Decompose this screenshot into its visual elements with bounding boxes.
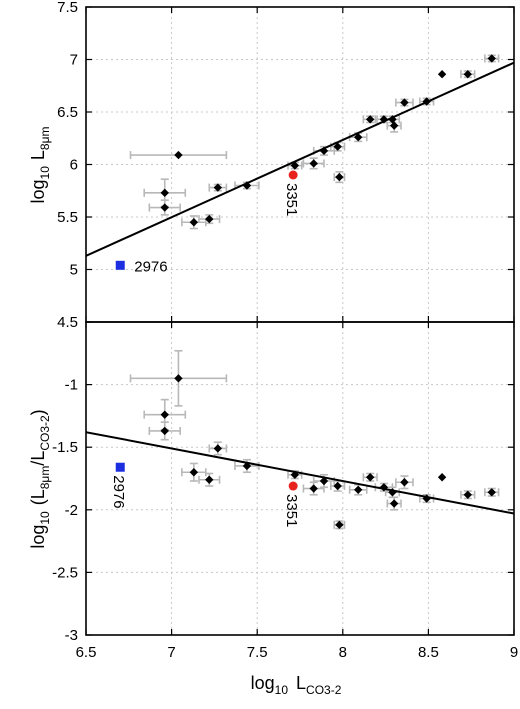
bottom-data-point bbox=[205, 475, 214, 484]
top-data-point bbox=[463, 70, 472, 79]
top-y-tick-label: 5 bbox=[70, 262, 78, 279]
top-data-point bbox=[189, 218, 199, 227]
x-tick-label: 8 bbox=[339, 644, 347, 661]
bottom-data-point bbox=[487, 488, 496, 497]
bottom-y-tick-label: -1.5 bbox=[52, 439, 78, 456]
bottom-y-tick-label: -3 bbox=[65, 627, 78, 644]
bottom-annotation-3351: 3351 bbox=[283, 494, 300, 527]
bottom-data-point bbox=[365, 473, 375, 482]
top-data-point bbox=[242, 181, 252, 190]
bottom-data-point bbox=[389, 499, 399, 508]
top-data-point bbox=[388, 115, 397, 124]
top-data-point bbox=[309, 159, 318, 168]
bottom-data-point bbox=[335, 520, 344, 530]
bottom-data-point bbox=[400, 478, 409, 487]
top-data-point bbox=[400, 98, 409, 107]
x-tick-label: 6.5 bbox=[76, 644, 97, 661]
x-tick-label: 8.5 bbox=[418, 644, 439, 661]
bottom-data-point bbox=[388, 488, 397, 497]
top-data-point bbox=[379, 115, 389, 124]
top-y-tick-label: 6 bbox=[70, 157, 78, 174]
top-data-point bbox=[290, 161, 300, 170]
bottom-plot-frame bbox=[85, 321, 515, 636]
top-annotation-3351: 3351 bbox=[283, 183, 300, 216]
top-data-point bbox=[422, 97, 431, 106]
top-data-point bbox=[335, 172, 344, 182]
top-data-point bbox=[160, 203, 169, 212]
bottom-data-point bbox=[422, 494, 431, 503]
top-annotation-2976: 2976 bbox=[134, 258, 167, 275]
bottom-data-point bbox=[189, 468, 199, 477]
bottom-y-tick-label: -2.5 bbox=[52, 564, 78, 581]
top-y-tick-label: 5.5 bbox=[57, 209, 78, 226]
top-highlight-point-3351 bbox=[288, 170, 298, 180]
bottom-data-point bbox=[379, 483, 389, 492]
top-y-tick-label: 7 bbox=[70, 52, 78, 69]
bottom-highlight-point-3351 bbox=[288, 481, 298, 491]
bottom-annotation-2976: 2976 bbox=[110, 475, 127, 508]
bottom-data-point bbox=[437, 473, 447, 482]
bottom-panel: -3 -2.5 -2 -1.5 -1 6.5 7 7.5 8 8.5 9 3351 2976 bbox=[52, 321, 518, 661]
top-data-point bbox=[319, 146, 329, 156]
top-y-axis-label: log10L8μm bbox=[28, 127, 52, 204]
top-highlight-point-2976 bbox=[115, 260, 125, 270]
bottom-fit-line bbox=[86, 431, 514, 515]
top-plot-area bbox=[86, 54, 514, 270]
bottom-highlight-point-2976 bbox=[115, 462, 125, 472]
bottom-data-point bbox=[290, 470, 300, 479]
bottom-data-point bbox=[333, 481, 342, 491]
top-y-tick-label: 6.5 bbox=[57, 104, 78, 121]
top-data-point bbox=[213, 183, 223, 192]
top-data-point bbox=[333, 142, 342, 151]
x-tick-label: 7.5 bbox=[247, 644, 268, 661]
x-tick-label: 7 bbox=[167, 644, 175, 661]
bottom-data-point bbox=[319, 476, 329, 486]
bottom-data-point bbox=[160, 410, 169, 419]
bottom-y-axis-label: log10(L8μm/LCO3-2) bbox=[28, 409, 52, 548]
top-fit-line bbox=[86, 61, 514, 257]
top-data-point bbox=[354, 133, 363, 142]
top-data-point bbox=[205, 214, 214, 224]
bottom-data-point bbox=[213, 444, 223, 453]
top-y-tick-label: 7.5 bbox=[57, 0, 78, 16]
top-data-point bbox=[174, 150, 183, 160]
bottom-data-point bbox=[463, 490, 472, 499]
top-y-tick-label: 4.5 bbox=[57, 314, 78, 331]
bottom-data-point bbox=[160, 426, 169, 436]
top-data-point bbox=[487, 54, 496, 63]
top-data-point bbox=[160, 188, 169, 198]
top-data-point bbox=[389, 121, 399, 130]
x-tick-label: 9 bbox=[510, 644, 518, 661]
bottom-y-tick-label: -1 bbox=[65, 377, 78, 394]
top-data-point bbox=[365, 115, 375, 124]
bottom-data-point bbox=[309, 484, 318, 493]
x-axis-label: log10 LCO3-2 bbox=[251, 673, 342, 697]
bottom-plot-area bbox=[86, 349, 514, 530]
bottom-y-tick-label: -2 bbox=[65, 502, 78, 519]
top-data-point bbox=[437, 70, 447, 79]
top-panel: 4.5 5 5.5 6 6.5 7 7.5 3351 2976 bbox=[57, 0, 515, 331]
bottom-data-point bbox=[174, 374, 183, 383]
bottom-data-point bbox=[242, 461, 252, 471]
bottom-data-point bbox=[354, 485, 363, 494]
